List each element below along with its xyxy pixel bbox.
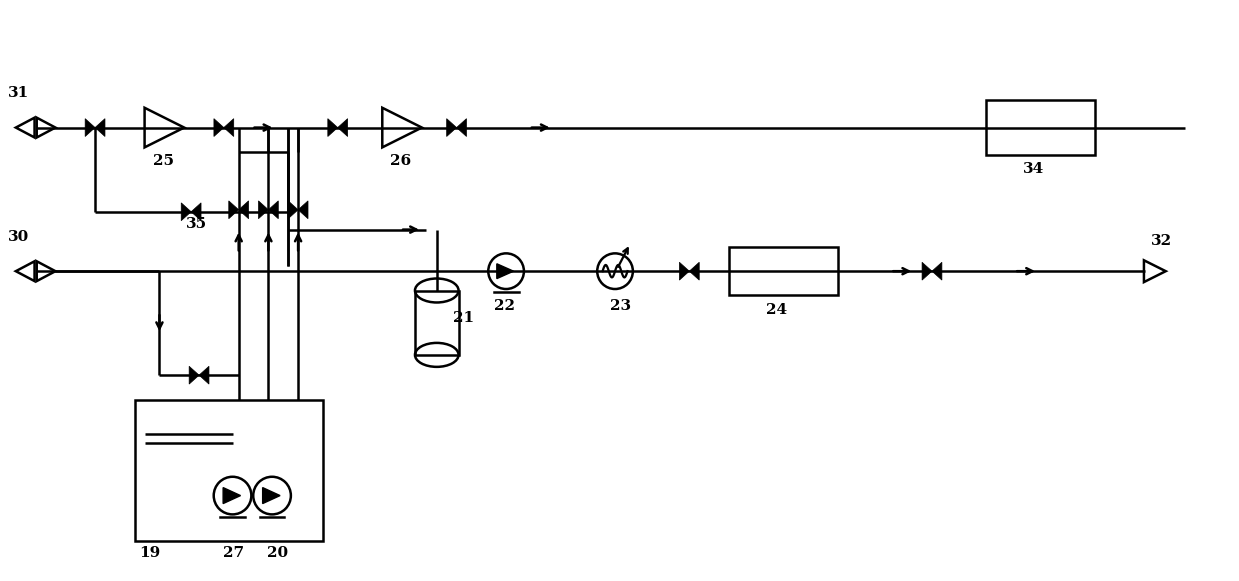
Polygon shape xyxy=(181,203,191,221)
Text: 34: 34 xyxy=(1023,162,1044,176)
Text: 20: 20 xyxy=(268,546,289,560)
Text: 23: 23 xyxy=(610,299,631,313)
Polygon shape xyxy=(191,203,201,221)
Polygon shape xyxy=(338,119,348,137)
Polygon shape xyxy=(679,262,689,280)
Polygon shape xyxy=(259,201,269,218)
Text: 22: 22 xyxy=(494,299,515,313)
Bar xyxy=(135,400,323,540)
Polygon shape xyxy=(328,119,338,137)
Polygon shape xyxy=(457,119,466,137)
Polygon shape xyxy=(269,201,279,218)
Text: 25: 25 xyxy=(152,155,173,168)
Polygon shape xyxy=(85,119,95,137)
Polygon shape xyxy=(689,262,699,280)
Bar xyxy=(986,101,1095,155)
Polygon shape xyxy=(497,264,513,279)
Polygon shape xyxy=(922,262,932,280)
Polygon shape xyxy=(199,366,209,384)
Text: 27: 27 xyxy=(223,546,244,560)
Polygon shape xyxy=(289,201,299,218)
Polygon shape xyxy=(263,487,280,504)
Polygon shape xyxy=(190,366,199,384)
Polygon shape xyxy=(932,262,942,280)
Text: 19: 19 xyxy=(140,546,161,560)
Text: 32: 32 xyxy=(1151,234,1172,248)
Text: 21: 21 xyxy=(452,311,473,325)
Polygon shape xyxy=(299,201,309,218)
Text: 30: 30 xyxy=(7,229,30,243)
Polygon shape xyxy=(239,201,249,218)
Polygon shape xyxy=(95,119,105,137)
Text: 31: 31 xyxy=(7,86,30,100)
Text: 26: 26 xyxy=(390,155,411,168)
Polygon shape xyxy=(223,487,240,504)
Polygon shape xyxy=(447,119,457,137)
Polygon shape xyxy=(229,201,239,218)
Text: 35: 35 xyxy=(186,217,207,231)
Polygon shape xyxy=(224,119,234,137)
Text: 24: 24 xyxy=(766,303,787,317)
Polygon shape xyxy=(214,119,224,137)
Bar xyxy=(729,248,838,295)
Bar xyxy=(415,290,458,355)
